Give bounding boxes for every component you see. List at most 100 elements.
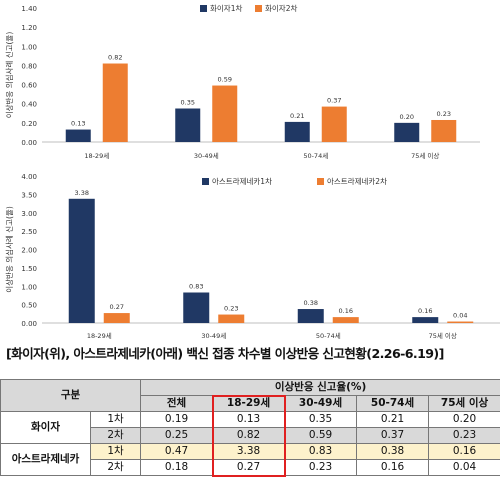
table-cell: 0.38: [356, 443, 430, 460]
data-label: 0.20: [400, 113, 414, 121]
data-label: 0.82: [108, 54, 122, 62]
table-row: 2차 0.18 0.27 0.23 0.16 0.04: [1, 459, 500, 476]
column-header: 전체: [140, 395, 214, 412]
legend-label: 아스트라제네카2차: [327, 176, 387, 186]
table-cell: 0.47: [140, 443, 214, 460]
bar-dose1: [394, 122, 420, 142]
bar-dose2: [332, 317, 359, 323]
table-cell: 0.83: [284, 443, 358, 460]
dose-label: 2차: [89, 459, 142, 476]
bar-dose1: [297, 309, 324, 323]
x-tick-label: 50-74세: [316, 331, 341, 340]
table-cell: 0.27: [212, 459, 286, 476]
astrazeneca-chart: 0.00 0.50 1.00 1.50 2.00 2.50 3.00 3.50 4.00 이상반응…: [4, 173, 500, 340]
column-header: 18-29세: [212, 395, 286, 412]
data-label: 0.16: [339, 307, 353, 315]
data-label: 0.21: [290, 112, 304, 120]
data-label: 0.38: [304, 299, 318, 307]
table-cell: 0.20: [428, 411, 500, 428]
column-header: 50-74세: [356, 395, 430, 412]
table-cell: 3.38: [212, 443, 286, 460]
y-tick-label: 0.60: [21, 82, 37, 90]
y-tick-label: 3.00: [21, 210, 37, 218]
figure-caption: [화이자(위), 아스트라제네카(아래) 백신 접종 차수별 이상반응 신고현황…: [6, 346, 444, 361]
x-tick-label: 30-49세: [201, 331, 226, 340]
y-tick-label: 0.50: [21, 302, 37, 310]
dose-label: 1차: [89, 411, 142, 428]
data-label: 0.37: [327, 97, 341, 105]
data-label: 0.04: [453, 312, 467, 320]
table-subheader-row: 전체 18-29세 30-49세 50-74세 75세 이상: [1, 395, 500, 412]
bar-dose2: [431, 119, 457, 142]
x-tick-label: 18-29세: [84, 151, 109, 160]
table-cell: 0.37: [356, 427, 430, 444]
data-label: 0.13: [71, 120, 85, 128]
x-tick-label: 18-29세: [87, 331, 112, 340]
column-header: 30-49세: [284, 395, 358, 412]
x-tick-label: 75세 이상: [411, 151, 439, 160]
x-tick-label: 50-74세: [303, 151, 328, 160]
table-cell: 0.19: [140, 411, 214, 428]
group-label: 아스트라제네카: [0, 443, 91, 476]
legend-swatch: [255, 5, 262, 12]
table-cell: 0.59: [284, 427, 358, 444]
table-cell: 0.23: [428, 427, 500, 444]
data-label: 0.59: [218, 76, 232, 84]
bar-dose1: [175, 108, 201, 142]
y-tick-label: 3.50: [21, 191, 37, 199]
table-cell: 0.25: [140, 427, 214, 444]
table-cell: 0.23: [284, 459, 358, 476]
legend-label: 화이자1차: [210, 3, 242, 13]
x-tick-label: 75세 이상: [429, 331, 457, 340]
dose-label: 2차: [89, 427, 142, 444]
y-axis-title: 이상반응 의심사례 신고(율): [4, 206, 14, 293]
table-cell: 0.82: [212, 427, 286, 444]
y-tick-label: 0.20: [21, 120, 37, 128]
bar-dose2: [321, 106, 347, 142]
table-cell: 0.21: [356, 411, 430, 428]
data-label: 0.83: [189, 282, 203, 290]
y-tick-label: 1.50: [21, 265, 37, 273]
table-row: 아스트라제네카 1차 0.47 3.38 0.83 0.38 0.16: [0, 443, 500, 476]
y-tick-label: 0.40: [21, 101, 37, 109]
legend-label: 화이자2차: [265, 3, 297, 13]
table-cell: 0.13: [212, 411, 286, 428]
table-cell: 0.18: [140, 459, 214, 476]
y-tick-label: 1.00: [21, 283, 37, 291]
y-tick-label: 2.00: [21, 247, 37, 255]
pfizer-chart: 0.00 0.20 0.40 0.60 0.80 1.00 1.20 1.40 이상반응 의심사…: [4, 3, 480, 160]
table-row: 화이자 1차 0.19 0.13 0.35 0.21 0.20: [0, 411, 500, 444]
data-label: 0.23: [437, 110, 451, 118]
header-span-label: 이상반응 신고율(%): [140, 379, 500, 396]
table-cell: 0.16: [356, 459, 430, 476]
table-header-row: 구분 이상반응 신고율(%): [0, 379, 500, 412]
y-tick-label: 0.80: [21, 62, 37, 70]
bar-dose2: [103, 313, 130, 323]
bar-dose2: [447, 321, 474, 323]
adverse-reaction-table: 구분 이상반응 신고율(%) 전체 18-29세 30-49세 50-74세 7…: [0, 379, 500, 476]
bar-dose1: [412, 317, 439, 323]
data-label: 0.35: [181, 99, 195, 107]
table-cell: 0.04: [428, 459, 500, 476]
y-tick-label: 1.20: [21, 24, 37, 32]
data-label: 0.16: [418, 307, 432, 315]
bar-dose1: [65, 129, 91, 142]
x-tick-label: 30-49세: [194, 151, 219, 160]
bar-dose1: [284, 121, 310, 142]
bar-dose2: [212, 85, 238, 142]
y-tick-label: 0.00: [21, 320, 37, 328]
bar-dose1: [68, 198, 95, 323]
legend-swatch: [200, 5, 207, 12]
data-label: 0.23: [224, 305, 238, 313]
data-label: 0.27: [110, 303, 124, 311]
y-tick-label: 2.50: [21, 228, 37, 236]
bar-dose1: [183, 292, 210, 323]
y-tick-label: 1.40: [21, 5, 37, 13]
bar-dose2: [218, 314, 245, 323]
group-label: 화이자: [0, 411, 91, 444]
table-cell: 0.35: [284, 411, 358, 428]
legend-label: 아스트라제네카1차: [212, 176, 272, 186]
y-tick-label: 1.00: [21, 43, 37, 51]
table-row: 2차 0.25 0.82 0.59 0.37 0.23: [0, 427, 500, 444]
